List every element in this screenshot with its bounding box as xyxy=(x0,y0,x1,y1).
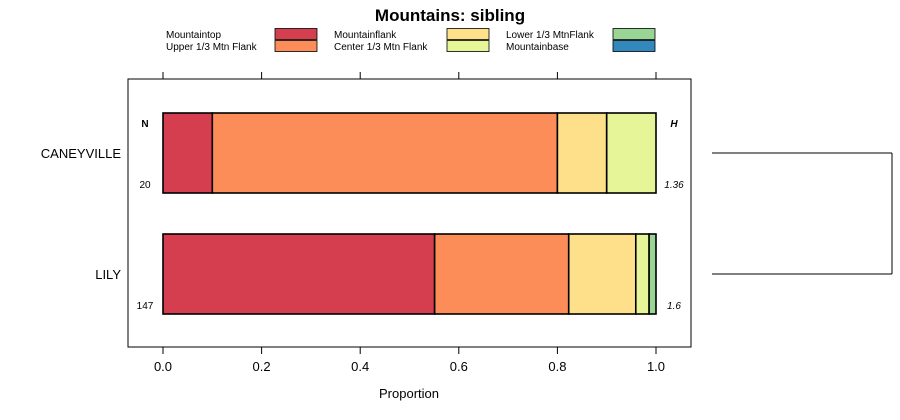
bar-segment xyxy=(162,112,214,194)
legend-label: Mountainbase xyxy=(506,42,569,53)
legend-label: Lower 1/3 MtnFlank xyxy=(506,30,595,41)
category-label: CANEYVILLE xyxy=(41,146,122,161)
bar-segment xyxy=(605,112,657,194)
legend-swatch xyxy=(446,40,490,52)
x-tick-label: 0.2 xyxy=(253,359,271,374)
n-value: 147 xyxy=(137,301,154,312)
n-header: N xyxy=(141,119,148,130)
x-tick-label: 0.0 xyxy=(154,359,172,374)
x-axis: 0.0 0.2 0.4 0.6 0.8 1.0 xyxy=(154,72,665,374)
legend-swatch xyxy=(274,40,318,52)
bar-segment xyxy=(567,233,637,315)
chart-title: Mountains: sibling xyxy=(375,6,525,25)
legend-swatch xyxy=(612,40,656,52)
n-value: 20 xyxy=(139,180,151,191)
h-value: 1.6 xyxy=(667,301,681,312)
bar-segment xyxy=(556,112,608,194)
legend-label: Mountaintop xyxy=(166,30,221,41)
x-axis-label: Proportion xyxy=(379,386,439,401)
x-tick-label: 0.6 xyxy=(450,359,468,374)
bar-segment xyxy=(648,233,657,315)
legend-swatch xyxy=(446,28,490,40)
bar-segment xyxy=(433,233,570,315)
x-tick-label: 0.8 xyxy=(548,359,566,374)
category-label: LILY xyxy=(95,267,121,282)
legend-swatch xyxy=(274,28,318,40)
legend-label: Mountainflank xyxy=(334,30,397,41)
bar-segment xyxy=(211,112,559,194)
legend-swatch xyxy=(612,28,656,40)
x-tick-label: 1.0 xyxy=(647,359,665,374)
h-header: H xyxy=(670,119,678,130)
legend-label: Upper 1/3 Mtn Flank xyxy=(166,42,258,53)
h-value: 1.36 xyxy=(664,180,684,191)
dendrogram xyxy=(712,152,893,275)
x-tick-label: 0.4 xyxy=(351,359,369,374)
bar-segment xyxy=(162,233,436,315)
legend-label: Center 1/3 Mtn Flank xyxy=(334,42,428,53)
bars: CANEYVILLE 20 1.36 LILY 147 1.6 xyxy=(41,112,684,315)
plot-frame xyxy=(127,78,692,348)
bar-segment xyxy=(634,233,650,315)
